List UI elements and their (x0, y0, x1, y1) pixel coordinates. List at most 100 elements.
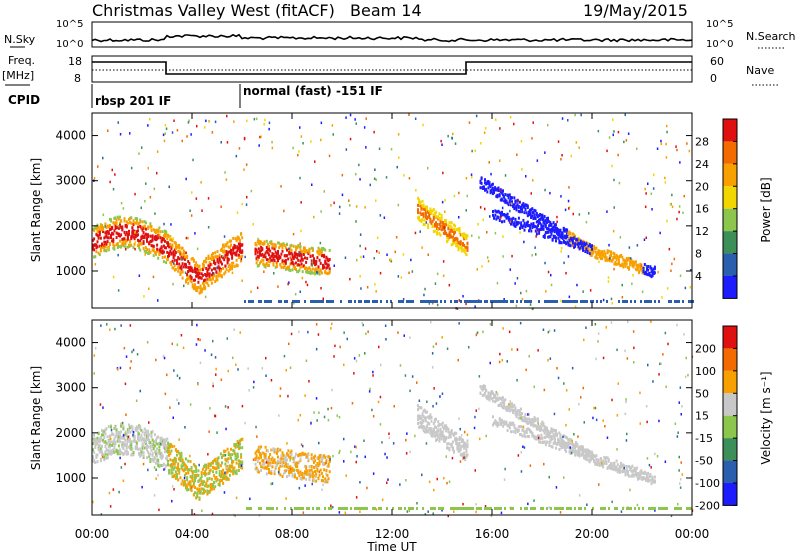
noise-cell (480, 142, 482, 145)
echo-cell (552, 433, 555, 437)
echo-cell (325, 271, 328, 275)
echo-cell (133, 242, 136, 246)
echo-cell (418, 215, 421, 219)
echo-cell (441, 224, 444, 228)
echo-cell (496, 424, 499, 428)
noise-cell (169, 236, 171, 239)
echo-cell (560, 439, 563, 443)
echo-cell (230, 239, 232, 243)
ground-cell (668, 300, 670, 303)
echo-cell (506, 429, 509, 432)
echo-cell (534, 418, 537, 422)
echo-cell (449, 435, 452, 438)
ground-cell (472, 300, 474, 303)
echo-cell (122, 441, 125, 445)
echo-cell (438, 422, 441, 426)
noise-cell (153, 187, 156, 191)
noise-cell (465, 302, 467, 306)
echo-cell (234, 445, 237, 449)
echo-cell (547, 429, 549, 433)
noise-cell (302, 511, 305, 514)
echo-cell (438, 227, 441, 231)
echo-cell (180, 455, 183, 459)
echo-cell (431, 219, 434, 223)
echo-cell (263, 462, 266, 466)
echo-cell (160, 453, 163, 457)
echo-cell (149, 458, 152, 461)
echo-cell (171, 445, 174, 449)
ground-cell (268, 300, 270, 303)
echo-cell (465, 245, 468, 249)
echo-cell (195, 288, 198, 292)
echo-cell (488, 398, 491, 402)
echo-cell (228, 250, 231, 254)
noise-cell (216, 266, 218, 270)
echo-cell (200, 290, 203, 293)
echo-cell (208, 477, 211, 481)
echo-cell (457, 449, 460, 453)
echo-cell (171, 266, 174, 270)
noise-cell (547, 123, 549, 127)
noise-cell (226, 141, 229, 144)
noise-cell (481, 265, 483, 268)
echo-cell (217, 483, 220, 486)
echo-cell (151, 238, 154, 242)
echo-cell (314, 260, 317, 264)
echo-cell (642, 266, 645, 270)
echo-cell (103, 246, 106, 250)
ground-cell (386, 300, 388, 303)
echo-cell (437, 435, 440, 439)
echo-cell (605, 258, 608, 262)
echo-cell (629, 466, 632, 470)
noise-cell (485, 434, 487, 438)
echo-cell (455, 439, 458, 443)
noise-cell (298, 150, 300, 153)
noise-cell (139, 389, 141, 393)
echo-cell (95, 441, 98, 445)
echo-cell (105, 226, 108, 229)
echo-cell (490, 390, 493, 393)
noise-cell (386, 481, 388, 484)
echo-cell (419, 204, 422, 208)
echo-cell (516, 221, 519, 225)
echo-cell (503, 195, 506, 199)
noise-cell (608, 243, 610, 247)
echo-cell (539, 228, 542, 231)
echo-cell (517, 221, 520, 225)
echo-cell (552, 441, 555, 445)
echo-cell (626, 266, 629, 269)
noise-cell (147, 166, 149, 170)
echo-cell (509, 203, 512, 207)
echo-cell (95, 246, 98, 250)
echo-cell (233, 466, 236, 470)
echo-cell (107, 232, 110, 236)
ground-cell (564, 300, 566, 303)
noise-cell (289, 256, 291, 259)
echo-cell (507, 215, 510, 219)
echo-cell (121, 435, 124, 439)
noise-cell (468, 121, 471, 124)
echo-cell (207, 284, 210, 288)
echo-cell (286, 463, 288, 467)
echo-cell (183, 262, 186, 266)
echo-cell (614, 256, 617, 260)
echo-cell (143, 433, 146, 437)
noise-cell (427, 510, 429, 513)
echo-cell (234, 457, 237, 461)
echo-cell (161, 455, 164, 459)
echo-cell (197, 286, 200, 289)
noise-cell (671, 205, 674, 209)
echo-cell (540, 223, 543, 227)
echo-cell (290, 249, 293, 252)
echo-cell (134, 426, 137, 430)
echo-cell (417, 404, 419, 408)
noise-cell (143, 295, 145, 298)
noise-cell (425, 221, 428, 224)
echo-cell (547, 230, 550, 234)
echo-cell (160, 240, 163, 244)
echo-cell (262, 459, 265, 463)
echo-cell (186, 254, 189, 258)
ground-cell (312, 300, 314, 303)
echo-cell (531, 422, 534, 426)
echo-cell (585, 247, 588, 251)
